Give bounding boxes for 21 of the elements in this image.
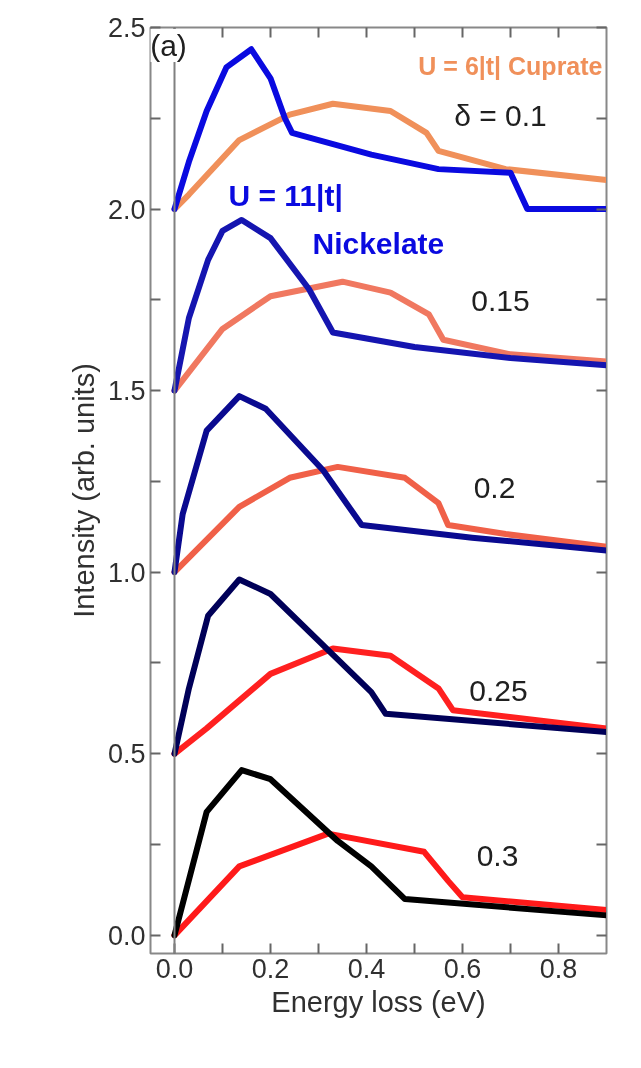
annotation: 0.2 xyxy=(473,470,516,504)
y-tick-label: 2.0 xyxy=(107,194,146,225)
y-tick-label: 1.5 xyxy=(107,376,146,407)
x-tick-label: 0.0 xyxy=(155,953,194,984)
y-tick-label: 0.0 xyxy=(107,920,146,951)
y-tick-label: 1.0 xyxy=(107,557,146,588)
annotation: 0.15 xyxy=(471,283,530,317)
series-label: U = 11|t| Nickelate xyxy=(228,179,445,260)
x-tick-label: 0.4 xyxy=(347,953,386,984)
annotation: δ = 0.1 xyxy=(454,99,547,132)
x-axis-title: Energy loss (eV) xyxy=(271,985,486,1018)
annotation: 0.25 xyxy=(469,673,528,707)
y-axis-title: Intensity (arb. units) xyxy=(67,363,100,618)
series-label: U = 6|t| Cuprate xyxy=(418,51,603,80)
y-tick-label: 2.5 xyxy=(107,13,146,43)
x-tick-label: 0.8 xyxy=(539,953,578,984)
annotation: (a) xyxy=(150,29,187,62)
y-tick-label: 0.5 xyxy=(107,739,146,770)
x-tick-label: 0.6 xyxy=(443,953,482,984)
annotation: 0.3 xyxy=(476,838,519,872)
x-tick-label: 0.2 xyxy=(251,953,290,984)
